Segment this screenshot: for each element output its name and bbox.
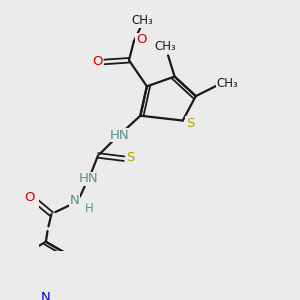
Text: CH₃: CH₃ [154, 40, 176, 53]
Text: CH₃: CH₃ [131, 14, 153, 27]
Text: O: O [24, 191, 34, 204]
Text: CH₃: CH₃ [217, 76, 239, 90]
Text: S: S [126, 151, 135, 164]
Text: H: H [85, 202, 93, 215]
Text: N: N [41, 291, 51, 300]
Text: O: O [136, 33, 146, 46]
Text: S: S [186, 117, 194, 130]
Text: HN: HN [79, 172, 99, 185]
Text: O: O [92, 55, 103, 68]
Text: HN: HN [110, 129, 129, 142]
Text: N: N [70, 194, 80, 207]
